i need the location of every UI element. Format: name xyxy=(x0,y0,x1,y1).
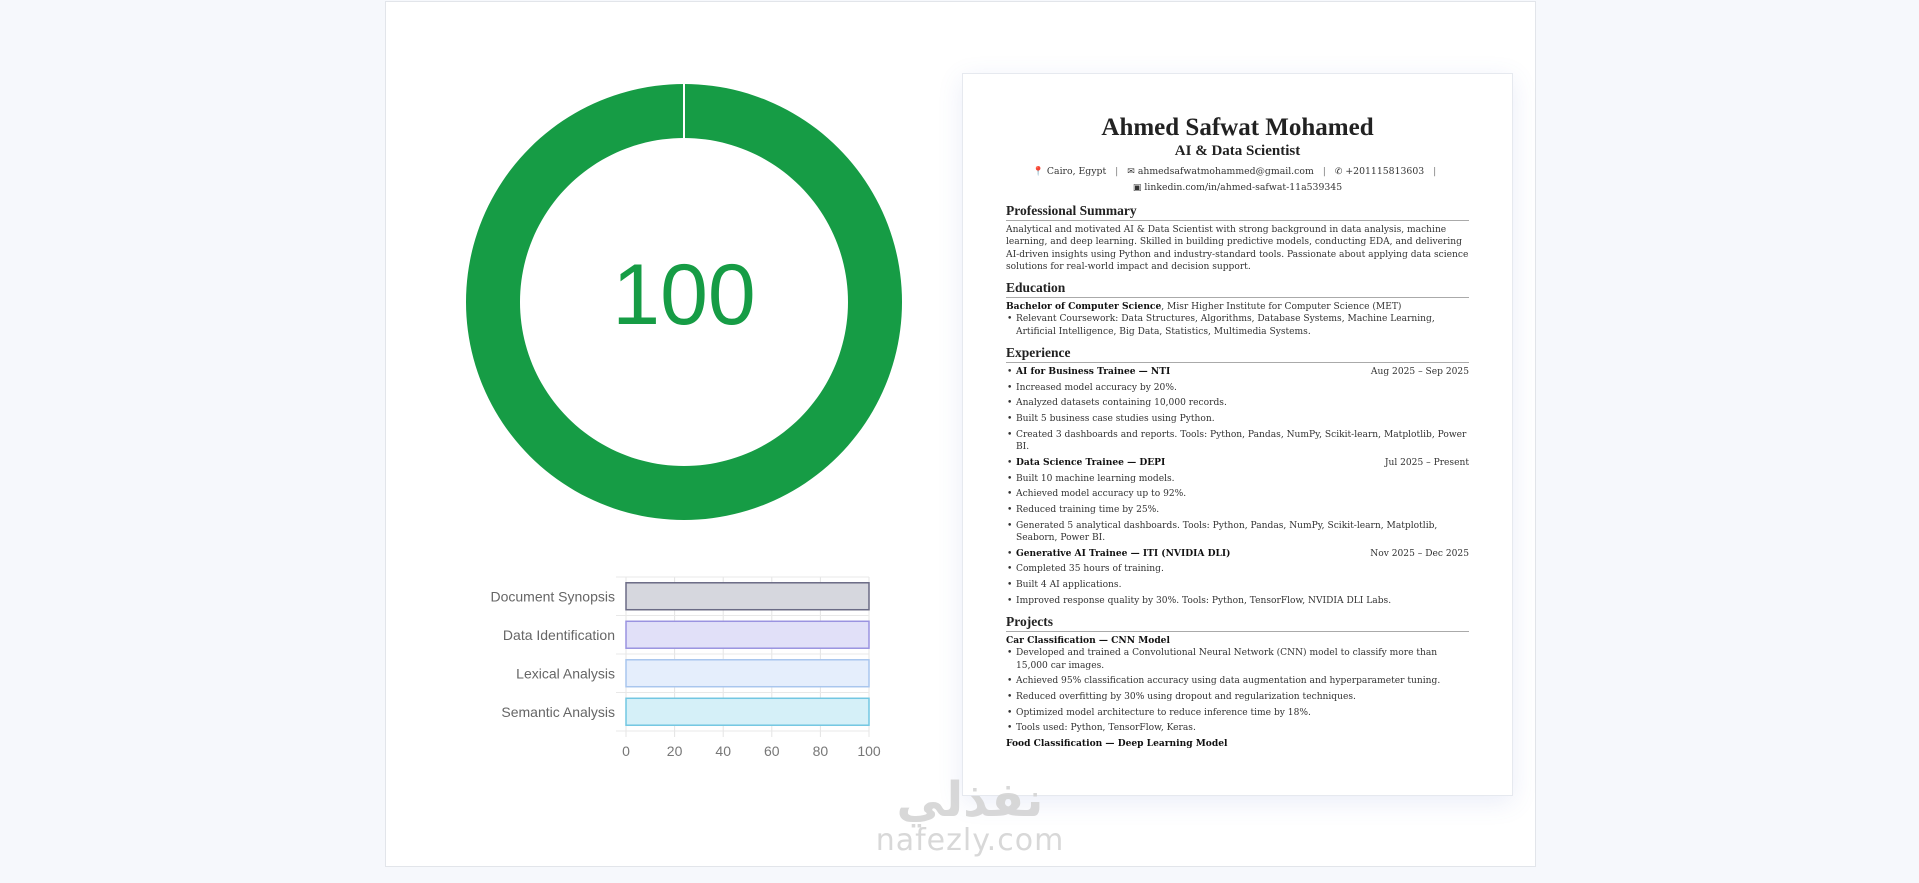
bar-semantic-analysis[interactable] xyxy=(625,697,870,726)
project-bullet: Reduced overfitting by 30% using dropout… xyxy=(1006,691,1469,704)
resume-preview[interactable]: Ahmed Safwat Mohamed AI & Data Scientist… xyxy=(962,73,1513,796)
resume-name: Ahmed Safwat Mohamed xyxy=(1101,114,1374,141)
degree-line: Bachelor of Computer Science, Misr Highe… xyxy=(1006,301,1469,313)
category-label: Data Identification xyxy=(503,627,615,643)
job-header: AI for Business Trainee — NTI Aug 2025 – … xyxy=(1006,366,1469,379)
job-bullet: Created 3 dashboards and reports. Tools:… xyxy=(1006,429,1469,454)
job-header: Generative AI Trainee — ITI (NVIDIA DLI)… xyxy=(1006,547,1469,561)
category-label: Document Synopsis xyxy=(490,588,615,604)
category-label: Lexical Analysis xyxy=(516,665,615,681)
project-bullet: Optimized model architecture to reduce i… xyxy=(1006,707,1469,720)
bar-document-synopsis[interactable] xyxy=(625,582,870,611)
job-role: Generative AI Trainee — ITI (NVIDIA DLI) xyxy=(1016,547,1231,559)
job-bullet: Reduced training time by 25%. xyxy=(1006,504,1469,517)
job-bullet: Achieved model accuracy up to 92%. xyxy=(1006,488,1469,501)
project-bullet: Tools used: Python, TensorFlow, Keras. xyxy=(1006,722,1469,735)
x-tick-label: 100 xyxy=(857,743,881,759)
project-title-text: Food Classification — Deep Learning Mode… xyxy=(1006,737,1228,749)
job-role: AI for Business Trainee — NTI xyxy=(1016,366,1171,378)
x-tick-label: 0 xyxy=(622,743,630,759)
school: , Misr Higher Institute for Computer Sci… xyxy=(1161,302,1402,313)
degree: Bachelor of Computer Science xyxy=(1006,301,1162,313)
job-bullet: Built 5 business case studies using Pyth… xyxy=(1006,413,1469,426)
bar-data-identification[interactable] xyxy=(625,620,870,649)
location: Cairo, Egypt xyxy=(1046,166,1107,177)
map-pin-icon: 📍 xyxy=(1032,167,1044,177)
job-bullet: Built 10 machine learning models. xyxy=(1006,473,1469,486)
project-title: Food Classification — Deep Learning Mode… xyxy=(1006,738,1469,750)
coursework: Relevant Coursework: Data Structures, Al… xyxy=(1006,313,1469,338)
project-title-text: Car Classification — CNN Model xyxy=(1006,634,1170,646)
education-heading: Education xyxy=(1006,280,1469,299)
contact-line: 📍 Cairo, Egypt | ✉ ahmedsafwatmohammed@gma… xyxy=(1006,164,1469,196)
projects-list: Car Classification — CNN ModelDeveloped … xyxy=(1006,635,1469,750)
x-tick-label: 60 xyxy=(764,743,780,759)
project-title: Car Classification — CNN Model xyxy=(1006,635,1469,647)
linkedin-link[interactable]: linkedin.com/in/ahmed-safwat-11a539345 xyxy=(1144,182,1343,193)
job-dates: Nov 2025 – Dec 2025 xyxy=(1370,548,1469,559)
phone-icon: ✆ xyxy=(1334,167,1343,177)
job-bullet: Improved response quality by 30%. Tools:… xyxy=(1006,595,1469,608)
job-bullet: Completed 35 hours of training. xyxy=(1006,563,1469,576)
envelope-icon: ✉ xyxy=(1127,167,1135,177)
project-bullet: Achieved 95% classification accuracy usi… xyxy=(1006,675,1469,688)
job-bullet: Increased model accuracy by 20%. xyxy=(1006,382,1469,395)
experience-list: AI for Business Trainee — NTI Aug 2025 – … xyxy=(1006,366,1469,607)
x-tick-label: 40 xyxy=(715,743,731,759)
job-bullet: Generated 5 analytical dashboards. Tools… xyxy=(1006,520,1469,545)
separator: | xyxy=(1115,166,1119,177)
bar-lexical-analysis[interactable] xyxy=(625,659,870,688)
x-tick-label: 20 xyxy=(667,743,683,759)
job-role: Data Science Trainee — DEPI xyxy=(1016,456,1166,468)
job-header: Data Science Trainee — DEPI Jul 2025 – Pr… xyxy=(1006,456,1469,470)
summary-heading: Professional Summary xyxy=(1006,203,1469,221)
project-bullet: Developed and trained a Convolutional Ne… xyxy=(1006,647,1469,672)
separator: | xyxy=(1322,166,1326,177)
resume-title: AI & Data Scientist xyxy=(1174,143,1301,159)
job-bullet: Analyzed datasets containing 10,000 reco… xyxy=(1006,397,1469,410)
category-label: Semantic Analysis xyxy=(501,704,615,720)
job-dates: Jul 2025 – Present xyxy=(1384,457,1469,468)
job-dates: Aug 2025 – Sep 2025 xyxy=(1370,367,1469,378)
job-bullet: Built 4 AI applications. xyxy=(1006,579,1469,592)
projects-heading: Projects xyxy=(1006,614,1469,632)
phone: +201115813603 xyxy=(1345,166,1425,177)
nafezly-watermark: نفذلي nafezly.com xyxy=(875,772,1065,858)
summary-text: Analytical and motivated AI & Data Scien… xyxy=(1006,225,1469,272)
experience-heading: Experience xyxy=(1006,345,1469,364)
x-tick-label: 80 xyxy=(813,743,829,759)
linkedin-icon: ▣ xyxy=(1132,183,1142,193)
separator: | xyxy=(1433,166,1437,177)
email-link[interactable]: ahmedsafwatmohammed@gmail.com xyxy=(1137,166,1314,177)
score-value: 100 xyxy=(612,247,756,343)
